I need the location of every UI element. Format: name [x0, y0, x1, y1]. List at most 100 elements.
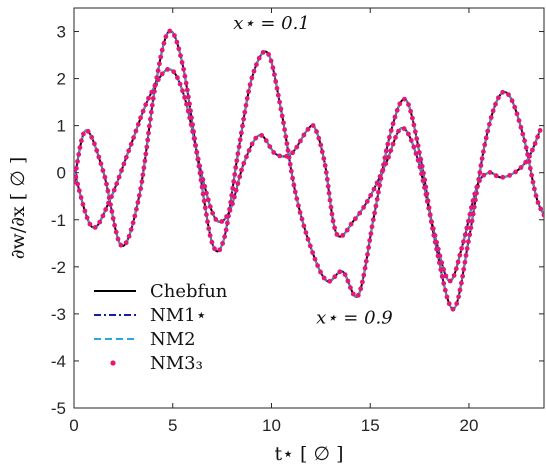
series-point-nm3 [377, 174, 383, 179]
series-point-nm3 [138, 115, 144, 121]
series-point-nm3 [251, 68, 257, 74]
chart-marks [74, 28, 544, 312]
series-point-nm3 [112, 222, 117, 228]
series-point-nm3 [201, 198, 207, 204]
series-point-nm3 [365, 252, 370, 257]
series-point-nm3 [113, 229, 119, 235]
series-point-nm3 [402, 96, 407, 102]
series-point-nm3 [132, 213, 138, 219]
series-point-nm3 [294, 196, 300, 202]
series-point-nm3 [453, 266, 459, 272]
series-point-nm3 [106, 200, 111, 206]
series-point-nm3 [260, 50, 266, 55]
series-point-nm3 [138, 186, 144, 192]
series-point-nm3 [390, 121, 396, 127]
series-point-nm3 [204, 212, 209, 218]
series-point-nm3 [174, 39, 180, 45]
series-point-nm3 [267, 144, 273, 150]
series-point-nm3 [236, 144, 242, 150]
series-point-nm3 [315, 263, 320, 268]
series-point-nm3 [345, 278, 351, 284]
series-point-nm3 [233, 187, 239, 193]
series-point-nm3 [270, 65, 276, 71]
series-point-nm3 [390, 141, 396, 147]
series-point-nm3 [523, 159, 529, 165]
series-point-nm3 [493, 173, 499, 179]
y-tick-label: 1 [57, 117, 66, 136]
series-point-nm3 [323, 170, 329, 175]
series-point-nm3 [239, 167, 244, 173]
series-point-nm3 [371, 186, 377, 192]
series-point-nm3 [439, 260, 445, 266]
series-point-nm3 [130, 220, 136, 226]
series-point-nm3 [281, 120, 286, 126]
series-point-nm3 [446, 301, 452, 307]
series-point-nm3 [406, 131, 411, 137]
series-point-nm3 [119, 168, 124, 173]
series-point-nm3 [468, 225, 474, 231]
series-point-nm3 [462, 232, 468, 238]
series-point-nm3 [417, 164, 423, 170]
series-point-nm3 [332, 274, 338, 280]
series-point-nm3 [327, 278, 333, 284]
series-point-nm3 [244, 96, 250, 101]
series-point-nm3 [434, 239, 439, 245]
series-point-nm3 [374, 196, 380, 202]
series-point-nm3 [81, 131, 86, 137]
series-point-nm3 [87, 221, 93, 227]
series-point-nm3 [273, 79, 279, 84]
series-point-nm3 [314, 129, 319, 135]
series-point-nm3 [191, 136, 197, 141]
series-point-nm3 [237, 174, 243, 180]
series-point-nm3 [477, 170, 483, 175]
series-point-nm3 [246, 148, 252, 153]
series-point-nm3 [516, 118, 522, 123]
series-point-nm3 [441, 281, 447, 286]
series-point-nm3 [374, 180, 380, 186]
series-point-nm3 [325, 183, 331, 189]
series-point-nm3 [520, 131, 526, 137]
series-point-nm3 [230, 201, 235, 207]
series-point-nm3 [321, 275, 327, 281]
series-point-nm3 [414, 136, 420, 142]
series-point-nm3 [123, 240, 129, 246]
series-point-nm3 [109, 209, 115, 214]
series-point-nm3 [370, 217, 376, 223]
series-point-nm3 [231, 179, 237, 184]
series-point-nm3 [79, 138, 84, 144]
series-point-nm3 [442, 287, 448, 293]
series-point-nm3 [383, 148, 389, 154]
series-point-nm3 [368, 192, 374, 198]
series-point-nm3 [469, 205, 474, 210]
series-point-nm3 [305, 236, 311, 242]
series-point-nm3 [415, 143, 421, 149]
series-point-nm3 [541, 212, 544, 218]
series-point-nm3 [527, 153, 532, 159]
series-point-nm3 [509, 98, 515, 104]
series-point-nm3 [147, 123, 152, 129]
series-point-nm3 [158, 54, 164, 60]
series-point-nm3 [439, 274, 445, 279]
series-point-nm3 [362, 265, 368, 271]
legend: Chebfun NM1⋆ NM2 NM3₃ [94, 281, 228, 374]
series-point-nm3 [284, 141, 290, 147]
series-point-nm3 [456, 294, 461, 300]
series-point-nm3 [225, 220, 230, 226]
legend-label: NM1⋆ [150, 305, 207, 326]
series-point-nm3 [485, 128, 491, 134]
series-point-nm3 [406, 102, 411, 107]
series-point-nm3 [344, 227, 350, 233]
series-point-nm3 [328, 204, 334, 210]
series-point-nm3 [535, 134, 540, 140]
series-point-nm3 [394, 107, 400, 113]
series-point-nm3 [159, 47, 165, 53]
series-point-nm3 [310, 250, 315, 255]
series-point-nm3 [118, 242, 124, 248]
series-point-nm3 [202, 183, 208, 189]
series-point-nm3 [209, 239, 215, 245]
series-point-nm3 [303, 230, 309, 236]
series-point-nm3 [115, 236, 121, 242]
series-point-nm3 [461, 239, 466, 245]
